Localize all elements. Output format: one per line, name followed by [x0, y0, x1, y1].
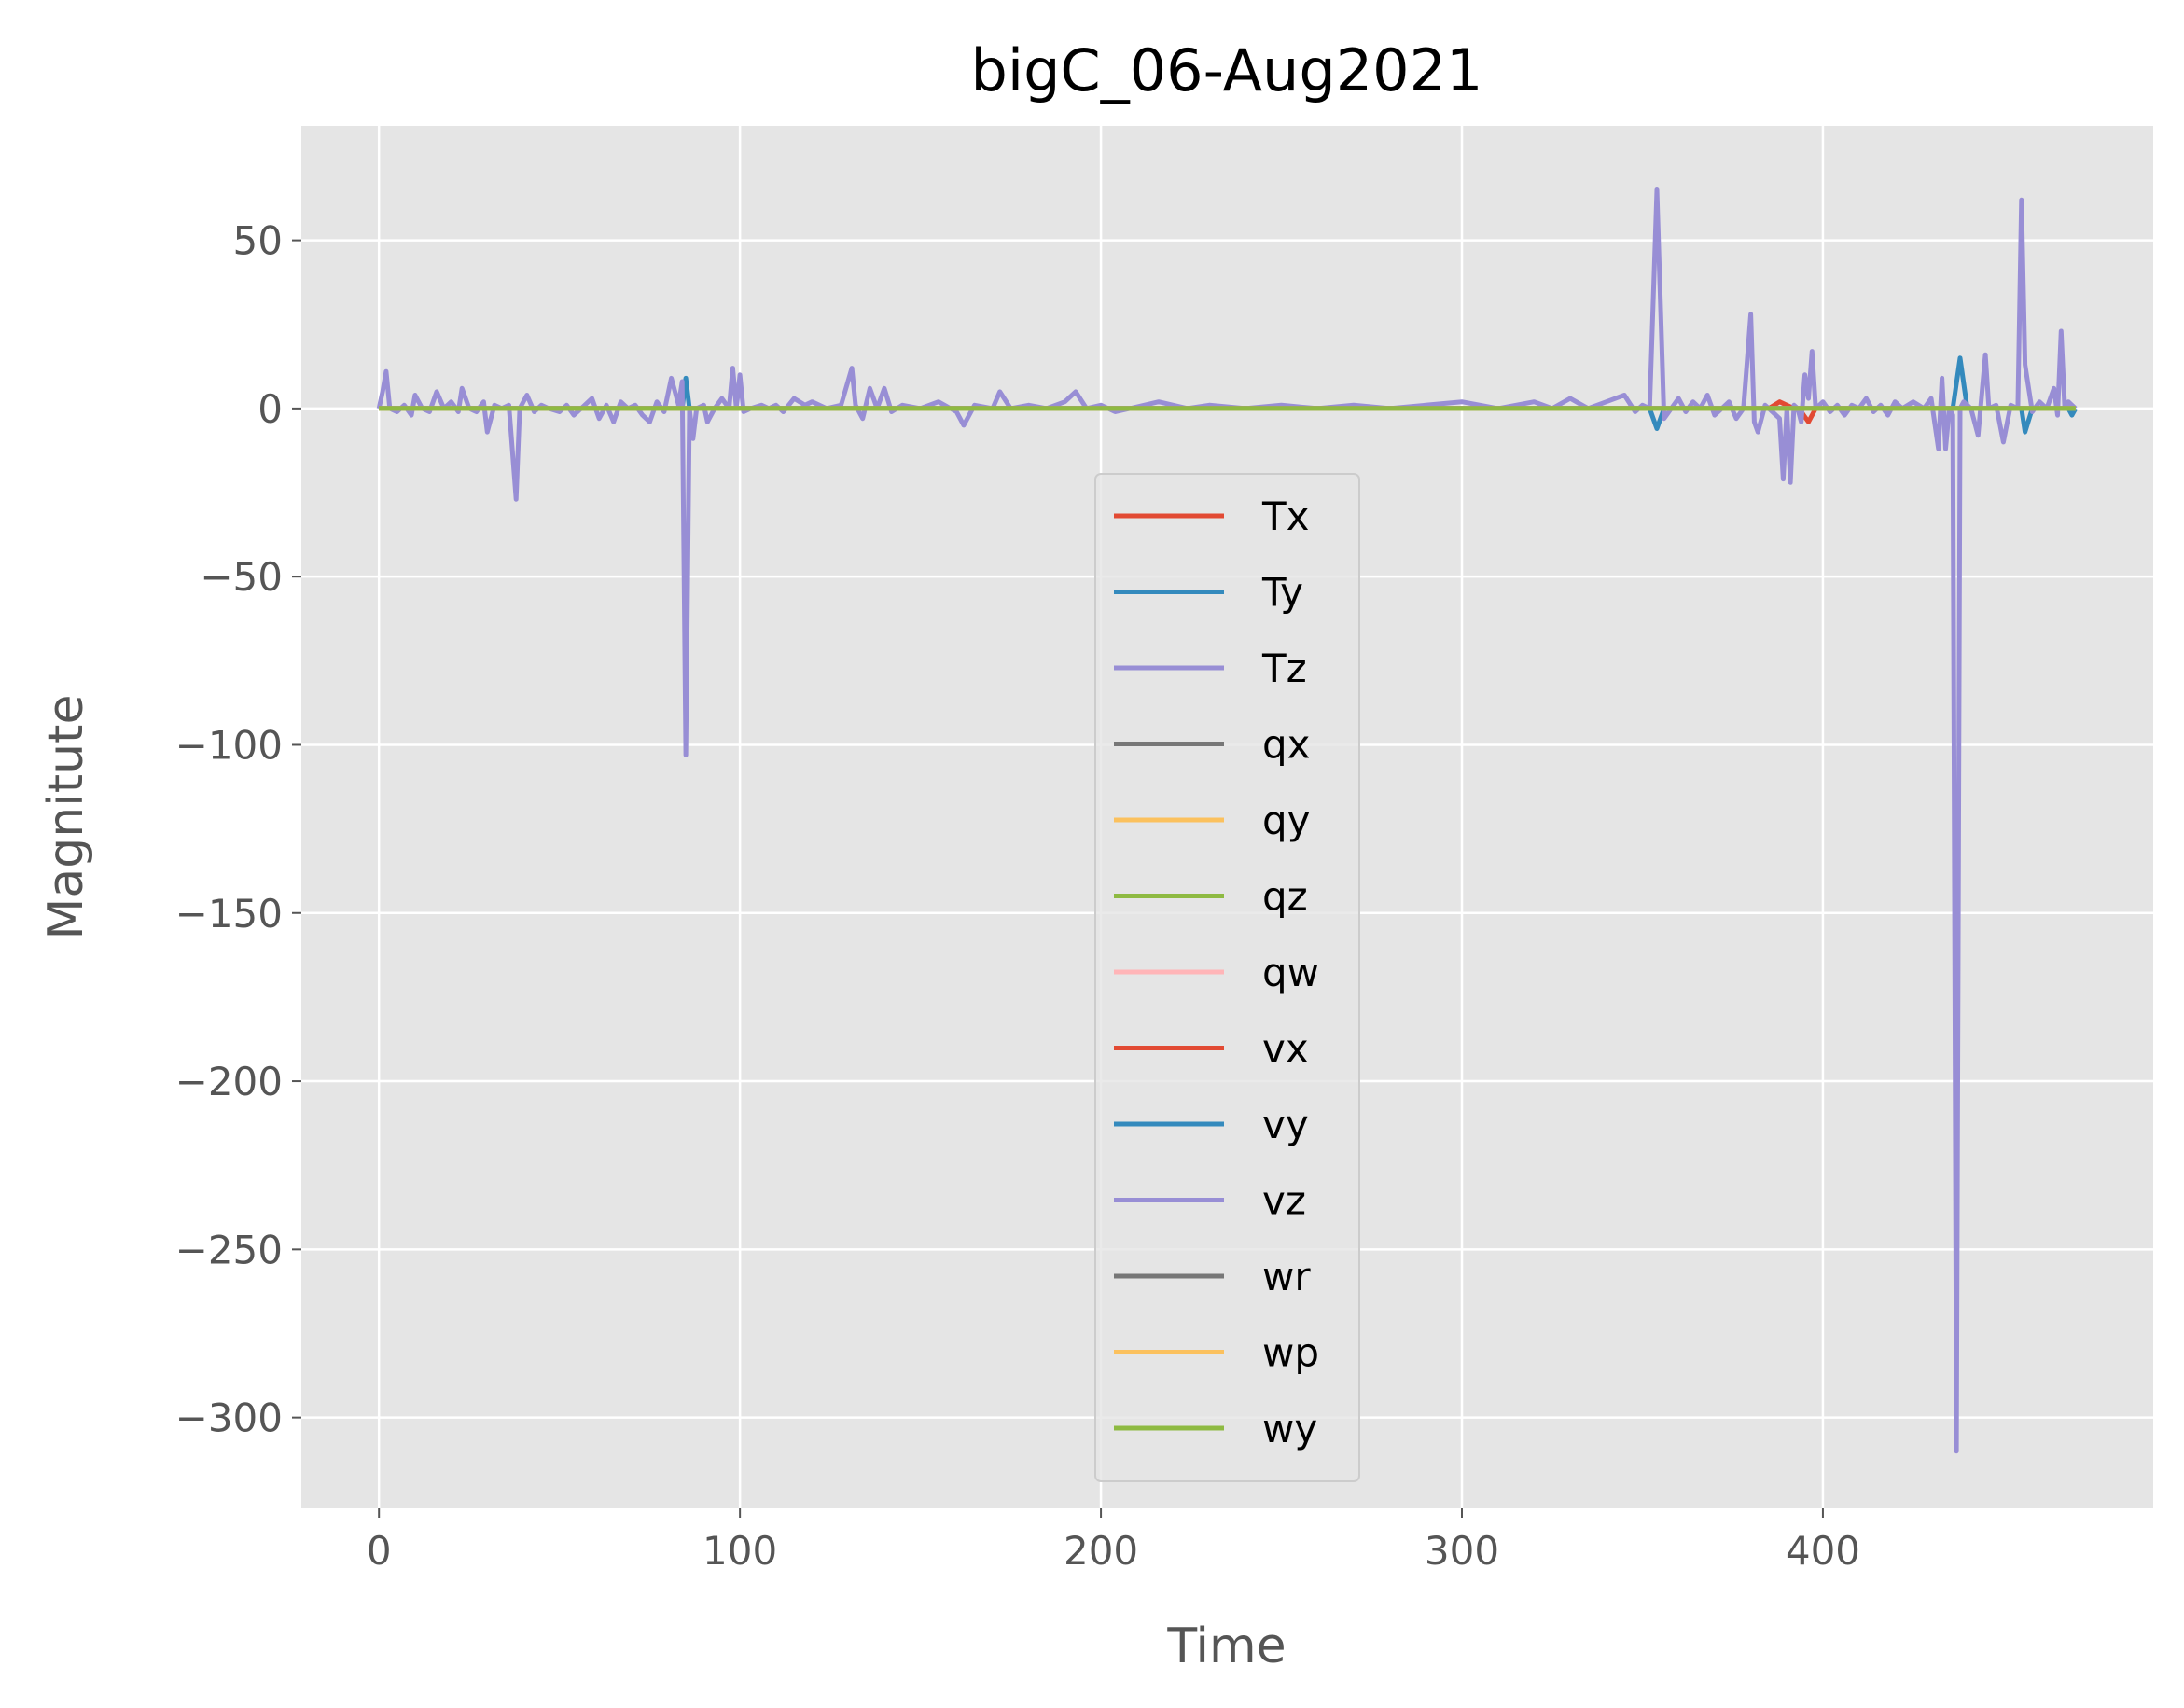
y-tick-label: −100	[175, 722, 283, 768]
y-tick-label: 0	[257, 386, 283, 432]
legend-label-wr: wr	[1262, 1254, 1311, 1299]
legend-label-wy: wy	[1262, 1406, 1317, 1451]
y-tick-label: −150	[175, 891, 283, 937]
y-tick-label: 50	[233, 218, 283, 264]
y-tick-label: −250	[175, 1227, 283, 1272]
legend-label-vz: vz	[1262, 1178, 1306, 1224]
legend: Tx Ty Tz qx qy qz qw vx vy vz wr wp wy	[1094, 473, 1360, 1482]
x-axis-title: Time	[1166, 1618, 1286, 1674]
y-tick-label: −200	[175, 1059, 283, 1104]
y-tick-label: −300	[175, 1396, 283, 1441]
y-tick-label: −50	[200, 554, 283, 600]
legend-label-Tx: Tx	[1261, 493, 1310, 539]
legend-label-Tz: Tz	[1261, 646, 1307, 691]
legend-label-vy: vy	[1262, 1102, 1309, 1147]
x-tick-label: 200	[1064, 1528, 1138, 1574]
x-tick-label: 300	[1425, 1528, 1499, 1574]
y-axis-title: Magnitute	[38, 695, 94, 940]
legend-label-qx: qx	[1262, 722, 1311, 768]
legend-label-qy: qy	[1262, 798, 1311, 843]
legend-label-wp: wp	[1262, 1330, 1319, 1376]
legend-label-qw: qw	[1262, 950, 1319, 995]
legend-label-Ty: Ty	[1261, 570, 1303, 616]
chart-title: bigC_06-Aug2021	[971, 36, 1483, 104]
legend-label-vx: vx	[1262, 1026, 1309, 1072]
x-tick-label: 400	[1786, 1528, 1860, 1574]
legend-frame	[1094, 473, 1360, 1482]
series-lines	[376, 187, 2078, 1454]
x-tick-label: 0	[367, 1528, 392, 1574]
x-tick-label: 100	[702, 1528, 777, 1574]
legend-label-qz: qz	[1262, 874, 1308, 920]
